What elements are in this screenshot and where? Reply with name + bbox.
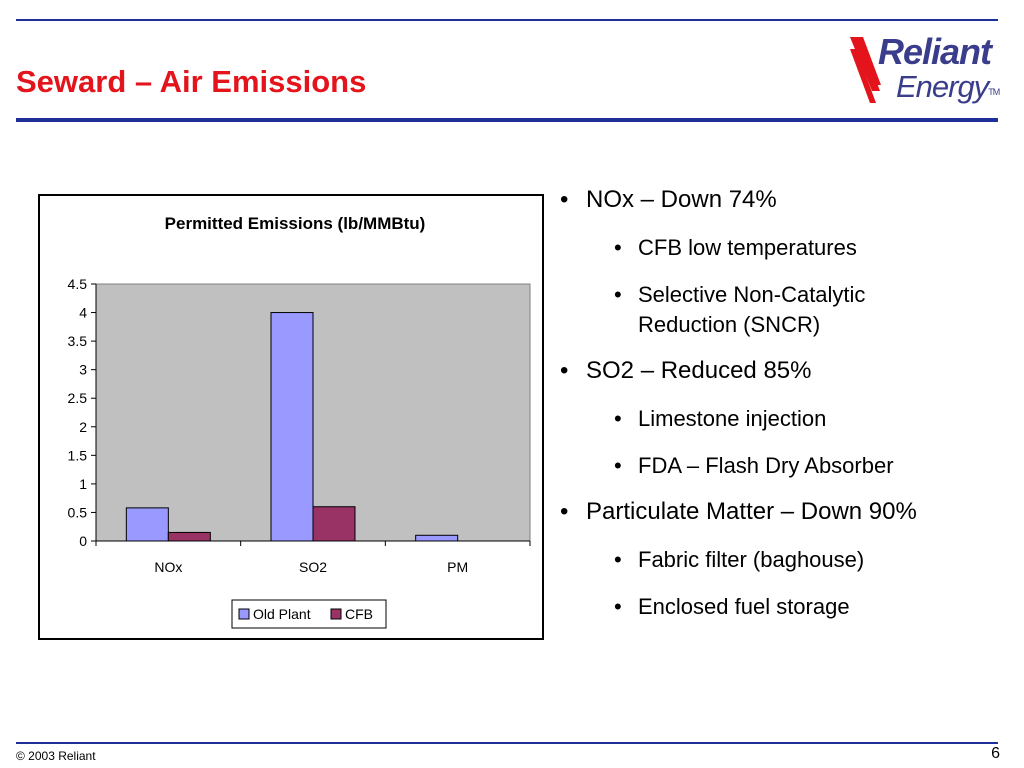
y-tick-label: 3 [79,362,87,378]
bullet-dot-icon: • [560,498,569,525]
y-tick-label: 3.5 [68,333,88,349]
bar-old-plant-nox [125,507,169,542]
x-tick-label: SO2 [299,559,327,575]
bar-cfb-nox [167,531,211,542]
page-number: 6 [991,745,1000,762]
bar-old-plant-pm [415,534,459,542]
y-tick-label: 0.5 [68,504,88,520]
logo-trademark: TM [988,87,1000,97]
bullet-dot-icon: • [614,282,622,307]
bullet-nox: • NOx – Down 74% [560,186,777,213]
footer-copyright: © 2003 Reliant [16,749,96,763]
logo-text-energy: EnergyTM [896,69,1000,104]
y-tick-label: 2 [79,419,87,435]
bullet-dot-icon: • [614,547,622,572]
chart-title: Permitted Emissions (lb/MMBtu) [165,214,426,233]
header-rule [16,118,998,122]
bullet-dot-icon: • [614,406,622,431]
bullet-dot-icon: • [614,594,622,619]
sub-bullet-limestone: • Limestone injection [560,404,1000,434]
reliant-energy-logo: Reliant EnergyTM [848,31,1000,109]
bullet-dot-icon: • [614,235,622,260]
legend-label: CFB [345,606,373,622]
y-tick-label: 1 [79,476,87,492]
sub-bullet-fuel-storage: • Enclosed fuel storage [560,592,1000,622]
emissions-chart: Permitted Emissions (lb/MMBtu) 0 0.5 1 1.5 2… [38,194,544,640]
bullet-dot-icon: • [560,186,569,213]
x-tick-label: NOx [154,559,182,575]
chart-canvas: Permitted Emissions (lb/MMBtu) 0 0.5 1 1.5 2… [68,214,531,629]
footer-rule [16,742,998,744]
logo-mark-icon [850,37,881,103]
y-tick-label: 2.5 [68,390,88,406]
chart-legend [231,599,387,629]
bullet-so2: • SO2 – Reduced 85% [560,357,812,384]
sub-bullet-fda: • FDA – Flash Dry Absorber [560,451,1000,481]
bullet-dot-icon: • [614,453,622,478]
bullet-dot-icon: • [560,357,569,384]
y-tick-label: 4 [79,305,87,321]
legend-swatch [330,608,342,620]
legend-label: Old Plant [253,606,311,622]
sub-bullet-cfb-low-temperatures: • CFB low temperatures [560,233,1000,263]
sub-bullet-sncr: • Selective Non-Catalytic Reduction (SNCR) [614,282,866,337]
x-tick-label: PM [447,559,468,575]
sub-bullet-fabric-filter: • Fabric filter (baghouse) [560,545,1000,575]
bullet-list: • NOx – Down 74% • CFB low temperatures • S… [560,186,1000,639]
y-tick-label: 1.5 [68,447,88,463]
slide-title: Seward – Air Emissions [16,64,367,99]
bullet-particulate: • Particulate Matter – Down 90% [560,498,917,525]
y-tick-label: 4.5 [68,276,88,292]
top-rule [16,19,998,21]
logo-text-reliant: Reliant [878,31,992,72]
bar-cfb-so2 [312,506,356,542]
y-tick-label: 0 [79,533,87,549]
bar-old-plant-so2 [270,312,314,542]
legend-swatch [238,608,250,620]
